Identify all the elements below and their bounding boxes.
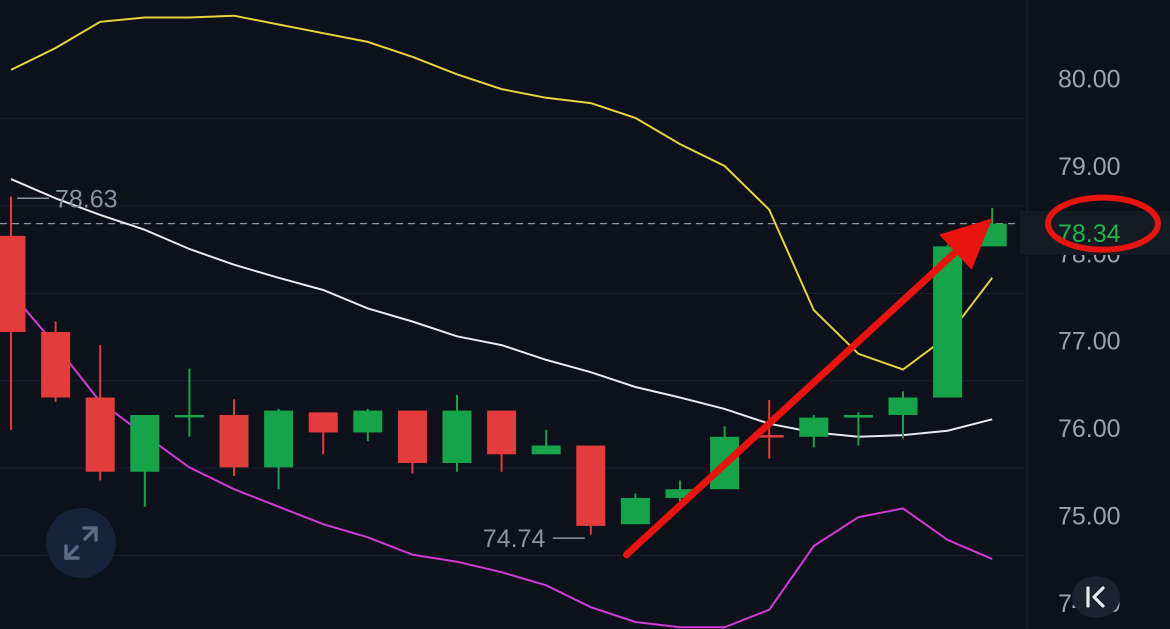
price-highlight-circle [1045, 194, 1161, 253]
candle-up [665, 489, 695, 498]
y-tick-label: 79.00 [1058, 153, 1121, 181]
series-line-upper [10, 14, 993, 371]
y-tick-label: 80.00 [1058, 66, 1121, 94]
trend-annotation [622, 194, 1161, 559]
candle-up [799, 417, 829, 437]
series-line-lower [10, 292, 993, 629]
candle-up [620, 497, 650, 525]
candle-up [531, 445, 561, 455]
candle-up [442, 410, 472, 464]
arrow-head [939, 218, 993, 270]
candle-up [888, 397, 918, 415]
collapse-to-start-icon [1086, 586, 1105, 608]
expand-icon [64, 526, 98, 560]
candle-up [130, 414, 160, 472]
candle-down [85, 397, 115, 472]
candle-down [397, 410, 427, 464]
grid-lines [0, 0, 1028, 629]
candle-down [308, 412, 338, 433]
markers: 78.63 74.74 [17, 185, 585, 553]
candle-down [219, 414, 249, 468]
candle-up [353, 410, 383, 433]
high-marker-label: 78.63 [55, 185, 118, 213]
candle-down [576, 445, 606, 526]
band-lines [10, 14, 993, 629]
candle-down [487, 410, 517, 455]
candle-up [174, 414, 204, 418]
y-tick-label: 75.00 [1058, 502, 1121, 530]
candle-down [41, 331, 71, 398]
y-tick-label: 76.00 [1058, 415, 1121, 443]
collapse-button[interactable] [1072, 576, 1120, 618]
series-line-middle [10, 178, 993, 438]
y-tick-label: 77.00 [1058, 328, 1121, 356]
candle-up [843, 414, 873, 418]
candle-down [754, 435, 784, 438]
candle-down [0, 235, 26, 332]
low-marker-label: 74.74 [483, 525, 546, 553]
candle-up [264, 410, 294, 468]
expand-button[interactable] [46, 508, 116, 578]
candles [0, 196, 1007, 535]
arrow-shaft [622, 248, 959, 559]
